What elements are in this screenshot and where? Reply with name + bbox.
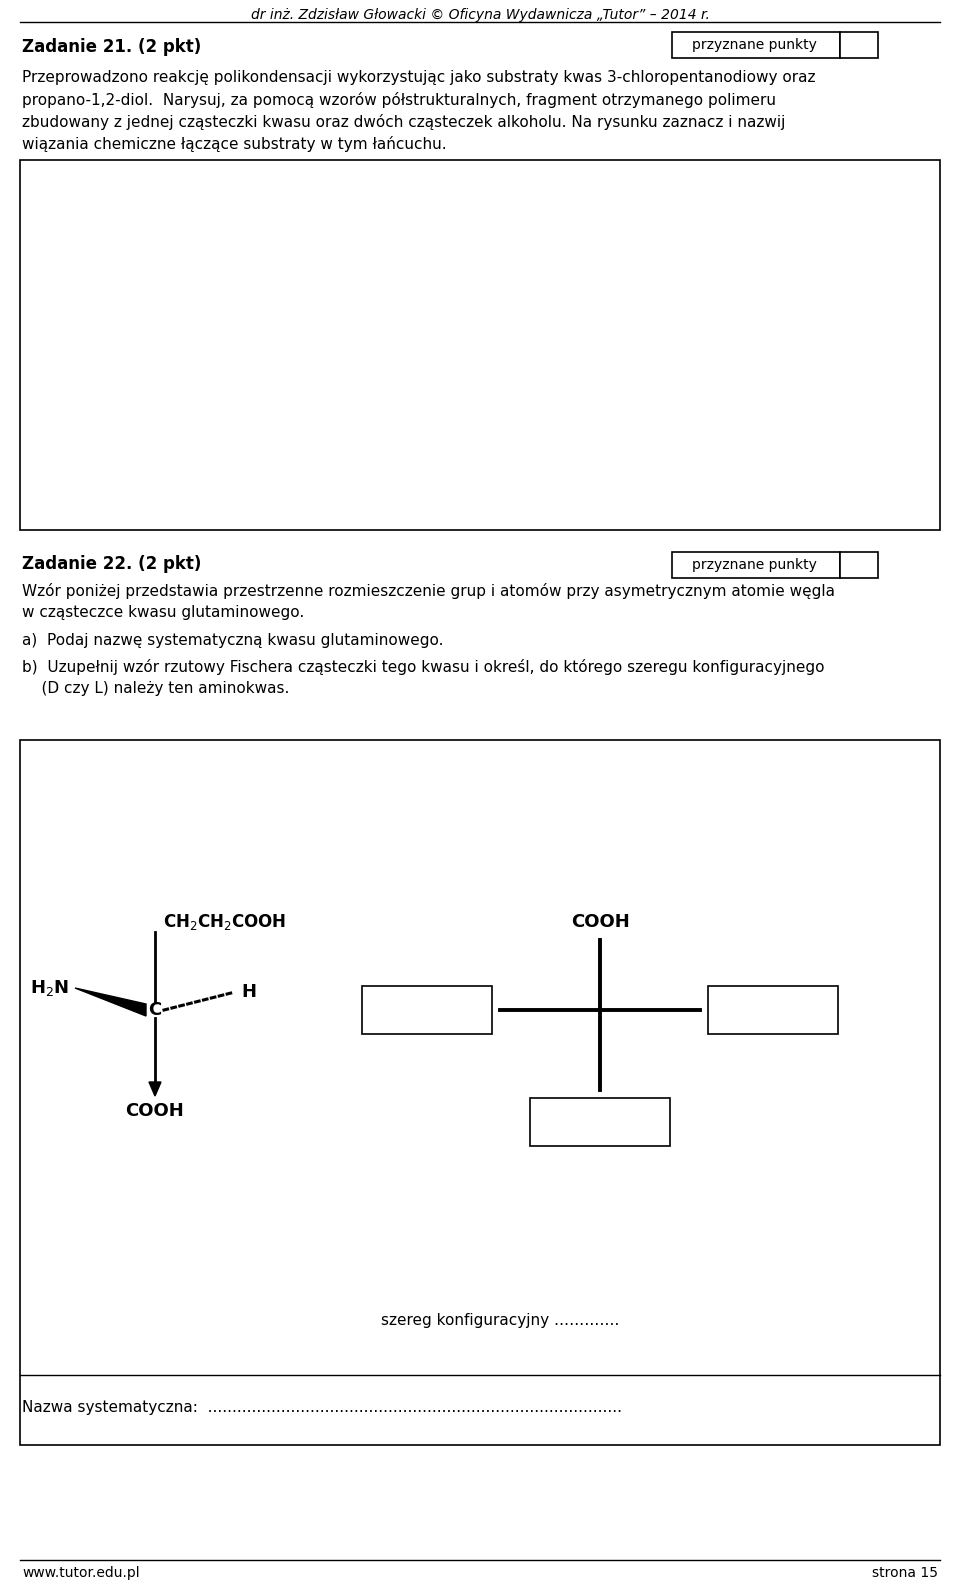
Text: CH$_2$CH$_2$COOH: CH$_2$CH$_2$COOH: [163, 913, 286, 932]
Text: Wzór poniżej przedstawia przestrzenne rozmieszczenie grup i atomów przy asymetry: Wzór poniżej przedstawia przestrzenne ro…: [22, 584, 835, 599]
Text: Przeprowadzono reakcję polikondensacji wykorzystując jako substraty kwas 3-chlor: Przeprowadzono reakcję polikondensacji w…: [22, 70, 815, 84]
Bar: [530, 1099, 670, 1146]
Text: Zadanie 22. (2 pkt): Zadanie 22. (2 pkt): [22, 555, 202, 572]
Text: (D czy L) należy ten aminokwas.: (D czy L) należy ten aminokwas.: [22, 681, 289, 696]
Text: a)  Podaj nazwę systematyczną kwasu glutaminowego.: a) Podaj nazwę systematyczną kwasu gluta…: [22, 633, 444, 649]
Polygon shape: [75, 987, 146, 1016]
Bar: [20, 739, 940, 1445]
Text: Zadanie 21. (2 pkt): Zadanie 21. (2 pkt): [22, 38, 202, 56]
Text: b)  Uzupełnij wzór rzutowy Fischera cząsteczki tego kwasu i określ, do którego s: b) Uzupełnij wzór rzutowy Fischera cząst…: [22, 658, 825, 676]
Bar: [672, 552, 840, 579]
Text: przyznane punkty: przyznane punkty: [691, 558, 816, 572]
Polygon shape: [149, 1083, 161, 1096]
Text: COOH: COOH: [126, 1102, 184, 1119]
Text: przyznane punkty: przyznane punkty: [691, 38, 816, 52]
Text: www.tutor.edu.pl: www.tutor.edu.pl: [22, 1566, 139, 1580]
Text: zbudowany z jednej cząsteczki kwasu oraz dwóch cząsteczek alkoholu. Na rysunku z: zbudowany z jednej cząsteczki kwasu oraz…: [22, 114, 785, 130]
Bar: [708, 986, 838, 1034]
Text: w cząsteczce kwasu glutaminowego.: w cząsteczce kwasu glutaminowego.: [22, 606, 304, 620]
Text: wiązania chemiczne łączące substraty w tym łańcuchu.: wiązania chemiczne łączące substraty w t…: [22, 137, 446, 153]
Text: strona 15: strona 15: [872, 1566, 938, 1580]
Text: COOH: COOH: [570, 913, 630, 932]
Bar: [362, 986, 492, 1034]
Bar: [672, 32, 840, 57]
Text: propano-1,2-diol.  Narysuj, za pomocą wzorów półstrukturalnych, fragment otrzyma: propano-1,2-diol. Narysuj, za pomocą wzo…: [22, 92, 776, 108]
Text: Nazwa systematyczna:  ..........................................................: Nazwa systematyczna: ...................…: [22, 1401, 622, 1415]
Bar: [840, 32, 878, 57]
Text: C: C: [149, 1002, 161, 1019]
Bar: [840, 552, 878, 579]
Bar: [20, 161, 940, 529]
Text: H: H: [241, 983, 256, 1002]
Text: dr inż. Zdzisław Głowacki © Oficyna Wydawnicza „Tutor” – 2014 r.: dr inż. Zdzisław Głowacki © Oficyna Wyda…: [251, 8, 709, 22]
Text: H$_2$N: H$_2$N: [30, 978, 69, 999]
Text: szereg konfiguracyjny ………….: szereg konfiguracyjny ………….: [381, 1312, 619, 1328]
